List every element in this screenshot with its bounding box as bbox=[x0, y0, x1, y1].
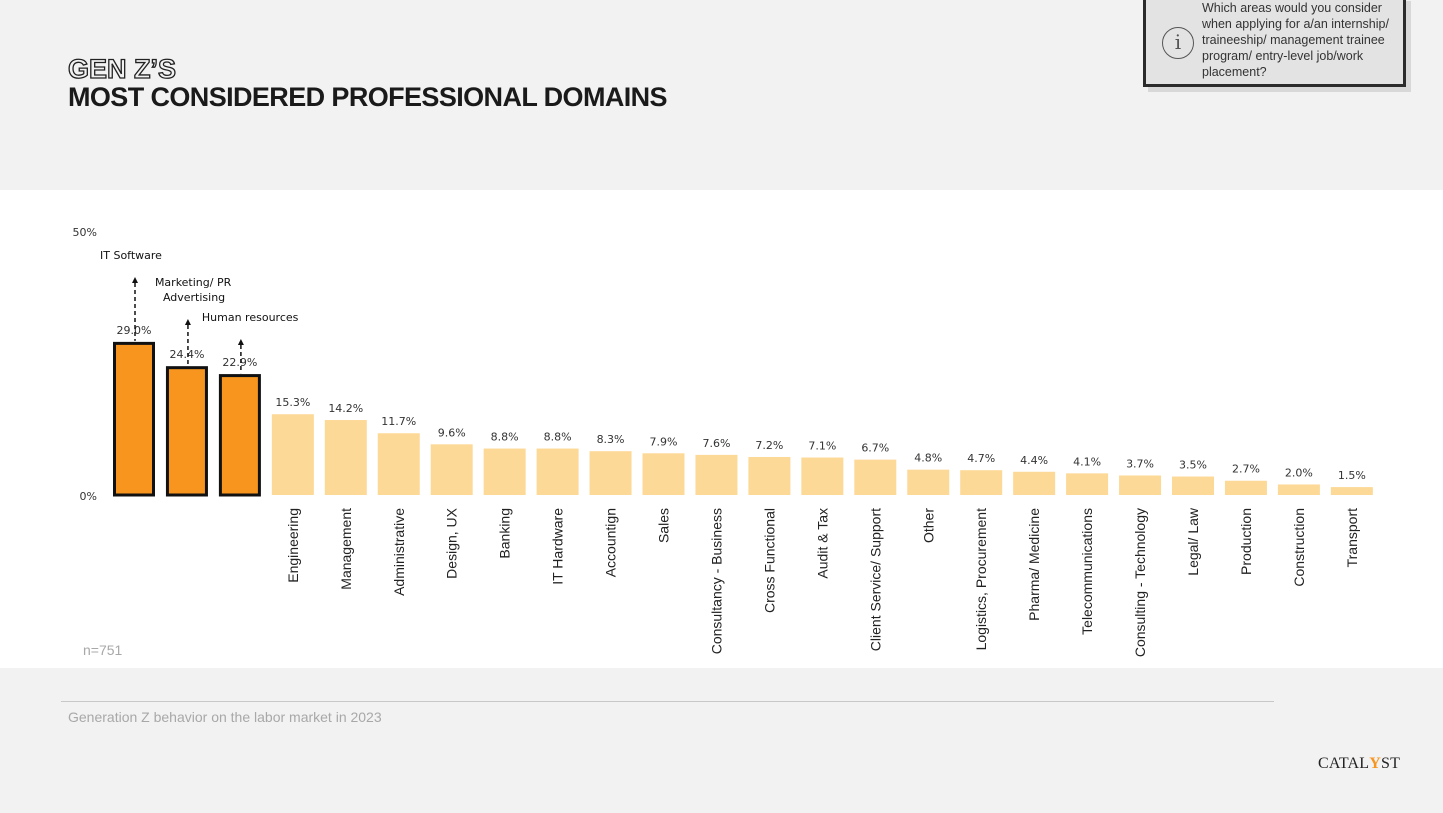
bar-highlighted bbox=[218, 374, 261, 497]
bar-value-label: 4.4% bbox=[1020, 454, 1048, 467]
bar-value-label: 8.8% bbox=[491, 431, 519, 444]
category-label: Construction bbox=[1291, 508, 1307, 587]
bar bbox=[1330, 487, 1373, 495]
bar bbox=[1013, 471, 1056, 495]
category-label: Telecommunications bbox=[1079, 508, 1095, 635]
category-label: Consultancy - Business bbox=[708, 508, 724, 654]
bar-highlighted bbox=[113, 341, 155, 497]
category-label: Production bbox=[1238, 508, 1254, 575]
category-label: Management bbox=[338, 508, 354, 590]
bar-value-label: 7.6% bbox=[702, 437, 730, 450]
bar bbox=[536, 448, 579, 495]
annotation-label: Advertising bbox=[163, 291, 225, 304]
bar bbox=[1119, 475, 1162, 495]
logo-text-y: Y bbox=[1369, 755, 1382, 772]
bar-value-label: 7.1% bbox=[808, 440, 836, 453]
bar bbox=[854, 459, 897, 495]
category-label: Consulting - Technology bbox=[1132, 508, 1148, 657]
annotation-arrowhead bbox=[132, 277, 138, 283]
page-title-line1: GEN Z’S bbox=[67, 53, 177, 84]
y-tick-label-zero: 0% bbox=[80, 490, 97, 503]
category-label: Sales bbox=[656, 508, 672, 543]
bar bbox=[1172, 476, 1214, 495]
bar bbox=[642, 453, 685, 495]
annotation-label: Marketing/ PR bbox=[155, 276, 232, 289]
sample-size: n=751 bbox=[83, 642, 123, 658]
category-label: Client Service/ Support bbox=[867, 508, 883, 651]
bar-value-label: 3.7% bbox=[1126, 457, 1154, 470]
info-icon: i bbox=[1162, 27, 1194, 59]
bar-value-label: 2.0% bbox=[1285, 466, 1313, 479]
bar bbox=[1277, 484, 1320, 495]
bar-value-label: 7.9% bbox=[650, 435, 678, 448]
bar bbox=[801, 457, 844, 495]
bar bbox=[430, 444, 473, 495]
category-label: Administrative bbox=[391, 508, 407, 596]
bar-value-label: 1.5% bbox=[1338, 469, 1366, 482]
category-label: Logistics, Procurement bbox=[973, 508, 989, 651]
category-label: Pharma/ Medicine bbox=[1026, 508, 1042, 621]
bar-value-label: 14.2% bbox=[328, 402, 363, 415]
bar bbox=[1066, 473, 1109, 495]
bar-value-label: 3.5% bbox=[1179, 459, 1207, 472]
bar-highlighted bbox=[165, 366, 208, 497]
category-label: Cross Functional bbox=[761, 508, 777, 613]
page-title-line2: MOST CONSIDERED PROFESSIONAL DOMAINS bbox=[68, 82, 668, 112]
logo-text-pre: CATAL bbox=[1318, 755, 1370, 772]
bar-value-label: 7.2% bbox=[755, 439, 783, 452]
bar bbox=[695, 454, 738, 495]
bar bbox=[377, 433, 420, 495]
chart-panel: 50% 0% 29.0% 24.4% 22.9% 15.3% Engineering 14.2… bbox=[0, 190, 1443, 668]
bar-value-label: 24.4% bbox=[169, 348, 204, 361]
category-label: Transport bbox=[1344, 508, 1360, 568]
bar-value-label: 9.6% bbox=[438, 426, 466, 439]
bar-value-label: 4.8% bbox=[914, 452, 942, 465]
bar bbox=[589, 451, 632, 495]
bar bbox=[324, 420, 367, 495]
bar-value-label: 22.9% bbox=[222, 356, 257, 369]
bar bbox=[907, 469, 950, 495]
annotation-arrowhead bbox=[184, 319, 191, 325]
bar-value-label: 4.1% bbox=[1073, 455, 1101, 468]
category-label: Legal/ Law bbox=[1185, 507, 1201, 576]
bar bbox=[271, 414, 314, 495]
category-label: Other bbox=[920, 508, 936, 543]
category-label: Engineering bbox=[285, 508, 301, 583]
survey-question: Which areas would you consider when appl… bbox=[1202, 1, 1389, 79]
bar bbox=[960, 470, 1003, 495]
bar bbox=[483, 448, 526, 495]
category-label: IT Hardware bbox=[550, 508, 566, 585]
question-info-box: i Which areas would you consider when ap… bbox=[1143, 0, 1406, 87]
bar-value-label: 11.7% bbox=[381, 415, 416, 428]
catalyst-logo: CATALYST bbox=[1318, 755, 1400, 773]
footer-divider bbox=[61, 701, 1274, 702]
bar-value-label: 4.7% bbox=[967, 452, 995, 465]
category-label: Banking bbox=[497, 508, 513, 559]
bar-value-label: 8.3% bbox=[597, 433, 625, 446]
annotation-arrowhead bbox=[237, 339, 244, 345]
bar-value-label: 2.7% bbox=[1232, 463, 1260, 476]
bar-value-label: 29.0% bbox=[117, 324, 152, 337]
bar-value-label: 15.3% bbox=[275, 396, 310, 409]
category-label: Accountign bbox=[603, 508, 619, 577]
bar-chart: 50% 0% 29.0% 24.4% 22.9% 15.3% Engineering 14.2… bbox=[73, 226, 1373, 657]
y-tick-label-max: 50% bbox=[73, 226, 97, 239]
bar bbox=[1224, 480, 1267, 495]
bar-value-label: 8.8% bbox=[544, 431, 572, 444]
logo-text-post: ST bbox=[1381, 755, 1401, 772]
annotation-label: Human resources bbox=[202, 311, 299, 324]
footer-source: Generation Z behavior on the labor marke… bbox=[68, 709, 382, 725]
category-label: Design, UX bbox=[444, 507, 460, 578]
annotation-label: IT Software bbox=[100, 249, 162, 262]
bar bbox=[748, 456, 791, 495]
bar-value-label: 6.7% bbox=[861, 442, 889, 455]
category-label: Audit & Tax bbox=[814, 508, 830, 579]
